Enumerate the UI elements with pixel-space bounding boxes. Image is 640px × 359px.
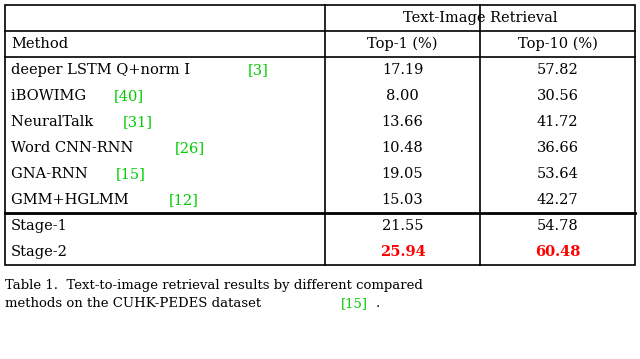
Text: Top-1 (%): Top-1 (%) (367, 37, 438, 51)
Text: GMM+HGLMM: GMM+HGLMM (11, 193, 133, 207)
Text: [3]: [3] (248, 63, 269, 77)
Text: 10.48: 10.48 (381, 141, 424, 155)
Text: Stage-1: Stage-1 (11, 219, 68, 233)
Text: [31]: [31] (123, 115, 153, 129)
Text: 60.48: 60.48 (535, 245, 580, 259)
Text: 57.82: 57.82 (536, 63, 579, 77)
Text: [40]: [40] (114, 89, 144, 103)
Text: 25.94: 25.94 (380, 245, 426, 259)
Text: Stage-2: Stage-2 (11, 245, 68, 259)
Text: iBOWIMG: iBOWIMG (11, 89, 91, 103)
Text: 21.55: 21.55 (381, 219, 423, 233)
Text: 41.72: 41.72 (537, 115, 579, 129)
Text: NeuralTalk: NeuralTalk (11, 115, 98, 129)
Text: deeper LSTM Q+norm I: deeper LSTM Q+norm I (11, 63, 195, 77)
Text: 17.19: 17.19 (382, 63, 423, 77)
Text: 54.78: 54.78 (536, 219, 579, 233)
Text: [15]: [15] (116, 167, 146, 181)
Text: 30.56: 30.56 (536, 89, 579, 103)
Text: 42.27: 42.27 (537, 193, 579, 207)
Text: methods on the CUHK-PEDES dataset: methods on the CUHK-PEDES dataset (5, 297, 266, 310)
Text: Table 1.  Text-to-image retrieval results by different compared: Table 1. Text-to-image retrieval results… (5, 279, 423, 292)
Text: 19.05: 19.05 (381, 167, 423, 181)
Text: 36.66: 36.66 (536, 141, 579, 155)
Text: .: . (376, 297, 380, 310)
Text: [12]: [12] (169, 193, 198, 207)
Text: Top-10 (%): Top-10 (%) (518, 37, 597, 51)
Text: GNA-RNN: GNA-RNN (11, 167, 92, 181)
Text: 13.66: 13.66 (381, 115, 424, 129)
Text: 8.00: 8.00 (386, 89, 419, 103)
Text: Method: Method (11, 37, 68, 51)
Text: [15]: [15] (341, 297, 368, 310)
Text: Word CNN-RNN: Word CNN-RNN (11, 141, 138, 155)
Text: 53.64: 53.64 (536, 167, 579, 181)
Bar (5, 5, 635, 265)
Text: Text-Image Retrieval: Text-Image Retrieval (403, 11, 557, 25)
Text: 15.03: 15.03 (381, 193, 424, 207)
Text: [26]: [26] (175, 141, 205, 155)
